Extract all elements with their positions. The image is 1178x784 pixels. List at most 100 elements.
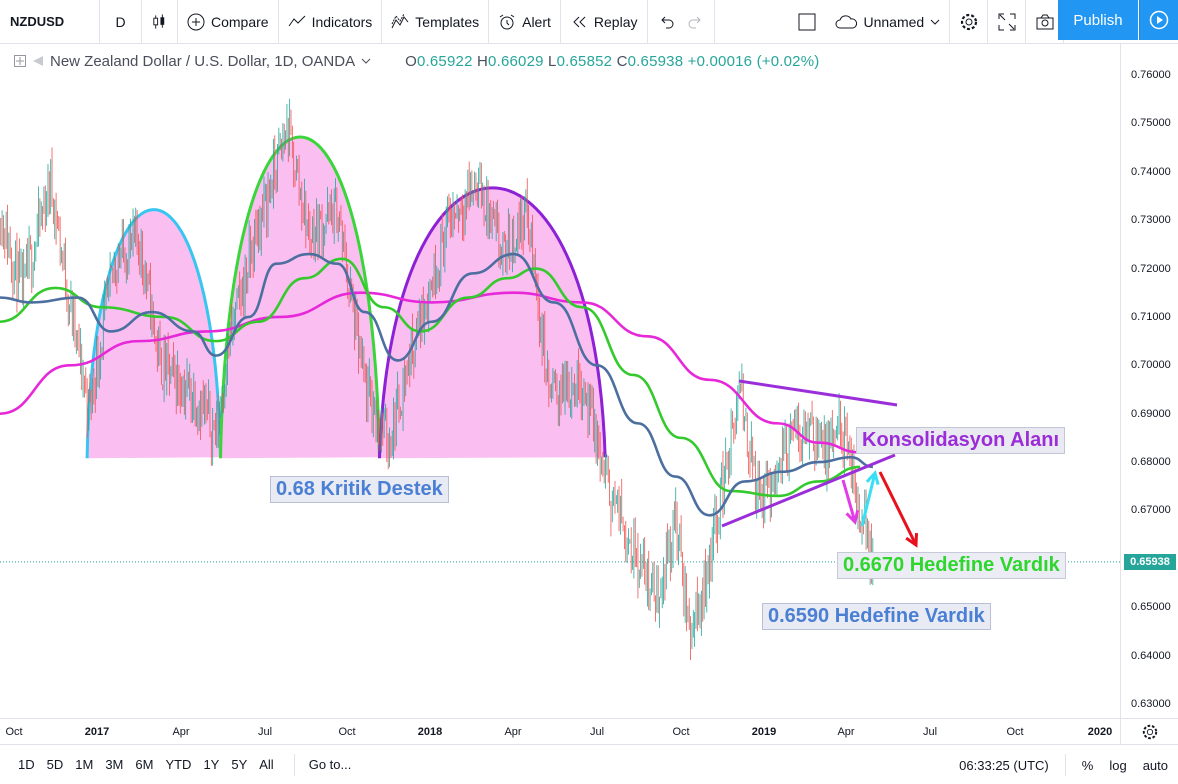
time-tick: 2019	[751, 726, 777, 738]
arrow-red	[878, 471, 919, 548]
auto-toggle[interactable]: auto	[1142, 757, 1168, 773]
range-button-3m[interactable]: 3M	[105, 757, 124, 772]
range-button-all[interactable]: All	[259, 757, 274, 772]
arrow-cyan-shaft	[860, 472, 877, 527]
target2-annotation[interactable]: 0.6590 Hedefine Vardık	[762, 603, 991, 630]
price-tick: 0.72000	[1131, 262, 1171, 275]
square-icon	[798, 13, 815, 30]
open-label: O	[405, 52, 417, 70]
time-tick: Jul	[257, 726, 273, 738]
range-button-5d[interactable]: 5D	[46, 757, 64, 772]
time-tick: Apr	[172, 726, 190, 738]
plus-box-icon[interactable]	[14, 55, 26, 67]
redo-icon[interactable]	[687, 13, 705, 31]
chevron-down-icon	[930, 19, 940, 25]
symbol-title[interactable]: New Zealand Dollar / U.S. Dollar, 1D, OA…	[50, 52, 356, 70]
compare-button[interactable]: Compare	[178, 0, 279, 44]
range-button-1m[interactable]: 1M	[75, 757, 94, 772]
support-annotation[interactable]: 0.68 Kritik Destek	[270, 476, 449, 503]
alert-button[interactable]: Alert	[489, 0, 561, 44]
log-toggle[interactable]: log	[1109, 757, 1127, 773]
target1-annotation[interactable]: 0.6670 Hedefine Vardık	[837, 552, 1066, 579]
undo-icon[interactable]	[657, 13, 675, 31]
indicators-icon	[288, 15, 305, 26]
date-range-group: 1D 5D 1M 3M 6M YTD 1Y 5Y All	[0, 757, 280, 772]
high-value: 0.66029	[488, 52, 544, 70]
price-tick: 0.63000	[1131, 698, 1171, 710]
last-price-label: 0.65938	[1124, 553, 1176, 570]
price-tick: 0.65000	[1131, 601, 1171, 614]
low-label: L	[548, 52, 557, 70]
price-tick: 0.69000	[1131, 407, 1171, 420]
layout-button[interactable]: Unnamed	[825, 0, 951, 44]
arrow-cyan	[860, 469, 880, 527]
low-value: 0.65852	[556, 52, 613, 70]
play-circle-icon	[1149, 10, 1169, 30]
goto-button[interactable]: Go to...	[293, 753, 351, 776]
triangle-upper-line	[738, 379, 898, 407]
close-value: 0.65938	[627, 52, 684, 70]
gear-icon	[1142, 724, 1157, 739]
fullscreen-select-button[interactable]	[789, 0, 825, 44]
time-tick: Apr	[837, 726, 855, 738]
utc-clock[interactable]: 06:33:25 (UTC)	[959, 757, 1049, 773]
alarm-clock-icon	[499, 14, 515, 29]
time-tick: 2017	[84, 726, 110, 738]
range-button-5y[interactable]: 5Y	[231, 757, 248, 772]
ma-short-line	[0, 252, 873, 517]
arrow-magenta-shaft	[841, 479, 857, 523]
arc-outline-1	[218, 135, 381, 459]
ma-long-line	[0, 291, 861, 454]
triangle-lower-line	[721, 453, 896, 528]
chart-settings-corner[interactable]	[1120, 718, 1178, 744]
fullscreen-button[interactable]	[988, 0, 1027, 44]
play-button[interactable]	[1139, 0, 1178, 40]
templates-button[interactable]: Templates	[382, 0, 490, 44]
range-button-1d[interactable]: 1D	[18, 757, 35, 772]
bottom-toolbar: 1D 5D 1M 3M 6M YTD 1Y 5Y All Go to... 06:33:25 (…	[0, 744, 1178, 784]
hide-series-icon[interactable]	[32, 55, 44, 67]
interval-button[interactable]: D	[100, 0, 142, 44]
range-button-6m[interactable]: 6M	[135, 757, 154, 772]
time-tick: Jul	[922, 726, 938, 738]
chevron-down-icon[interactable]	[361, 55, 371, 67]
indicators-label: Indicators	[311, 13, 373, 30]
price-tick: 0.76000	[1131, 69, 1171, 81]
replay-label: Replay	[593, 13, 638, 30]
arrow-red-shaft	[878, 471, 918, 546]
camera-icon	[1036, 14, 1054, 29]
price-tick: 0.75000	[1131, 117, 1171, 130]
time-axis[interactable]: Oct 2017 Apr Jul Oct 2018 Apr Jul Oct 2019 Apr Jul O…	[0, 718, 1120, 744]
chart-style-button[interactable]	[142, 0, 178, 44]
time-tick: Oct	[1006, 726, 1024, 738]
open-value: 0.65922	[416, 52, 473, 70]
alert-label: Alert	[522, 13, 551, 30]
chart-legend: New Zealand Dollar / U.S. Dollar, 1D, OA…	[14, 52, 819, 70]
arc-outline-2	[377, 186, 607, 459]
arrow-magenta-head	[845, 509, 860, 526]
arrow-red-head	[905, 532, 919, 548]
templates-label: Templates	[415, 13, 480, 30]
time-tick: Apr	[504, 726, 522, 738]
price-tick: 0.73000	[1131, 214, 1171, 227]
gear-icon	[960, 13, 977, 30]
indicators-button[interactable]: Indicators	[279, 0, 383, 44]
settings-button[interactable]	[950, 0, 989, 44]
divider	[1064, 754, 1066, 776]
price-axis[interactable]: 0.76000 0.75000 0.74000 0.73000 0.72000 0.710…	[1120, 44, 1178, 718]
price-tick: 0.74000	[1131, 165, 1171, 178]
range-button-ytd[interactable]: YTD	[165, 757, 192, 772]
consolidation-annotation[interactable]: Konsolidasyon Alanı	[856, 427, 1066, 454]
price-tick: 0.67000	[1131, 504, 1171, 517]
arrow-cyan-head	[865, 469, 880, 485]
price-chart[interactable]	[0, 44, 1120, 718]
replay-button[interactable]: Replay	[561, 0, 648, 44]
bottom-right-group: 06:33:25 (UTC) % log auto	[959, 745, 1168, 784]
publish-button[interactable]: Publish	[1058, 0, 1138, 40]
percent-toggle[interactable]: %	[1081, 757, 1094, 773]
range-button-1y[interactable]: 1Y	[203, 757, 220, 772]
templates-icon	[391, 13, 409, 28]
symbol-search[interactable]: NZDUSD	[0, 0, 100, 44]
time-tick: 2018	[417, 726, 443, 738]
time-tick: Jul	[589, 726, 605, 738]
